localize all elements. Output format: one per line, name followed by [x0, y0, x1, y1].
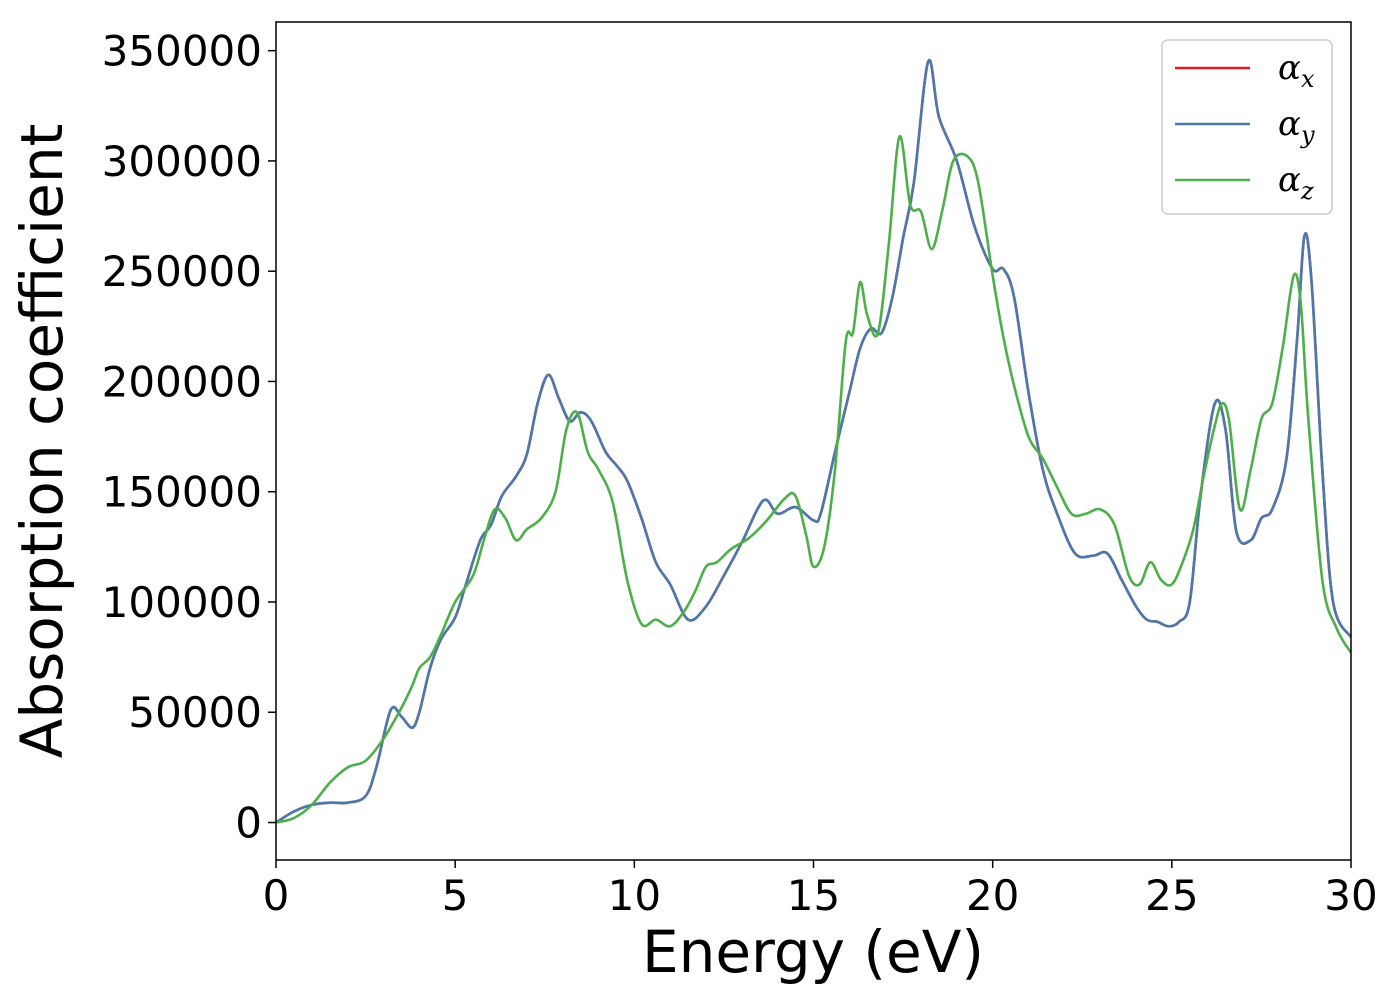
y-tick-label: 200000 [102, 357, 262, 406]
y-axis-title: Absorption coefficient [8, 124, 76, 759]
series-layer [276, 58, 1351, 824]
y-tick-label: 0 [235, 799, 262, 848]
x-tick-label: 10 [608, 871, 661, 920]
x-tick-label: 30 [1324, 871, 1377, 920]
x-tick-label: 20 [966, 871, 1019, 920]
x-tick-label: 0 [263, 871, 290, 920]
x-tick-label: 25 [1145, 871, 1198, 920]
y-tick-label: 150000 [102, 468, 262, 517]
series-line--z [276, 135, 1351, 824]
legend-label--z: αz [1278, 160, 1314, 205]
legend-label--x: αx [1278, 48, 1315, 93]
y-tick-label: 100000 [102, 578, 262, 627]
y-tick-label: 50000 [128, 688, 262, 737]
x-tick-label: 5 [442, 871, 469, 920]
legend-frame [1161, 39, 1333, 215]
x-axis: 0 5 10 15 20 25 30 [263, 860, 1378, 920]
legend-label--y: αy [1278, 104, 1315, 149]
legend: αx αy αz [1161, 39, 1333, 215]
y-tick-label: 250000 [102, 247, 262, 296]
series-line--y [276, 58, 1351, 824]
x-axis-title: Energy (eV) [642, 918, 984, 986]
y-tick-label: 350000 [102, 27, 262, 76]
x-tick-label: 15 [787, 871, 840, 920]
y-tick-label: 300000 [102, 137, 262, 186]
y-axis: 0 50000 100000 150000 200000 250000 300000 3500… [102, 27, 276, 848]
